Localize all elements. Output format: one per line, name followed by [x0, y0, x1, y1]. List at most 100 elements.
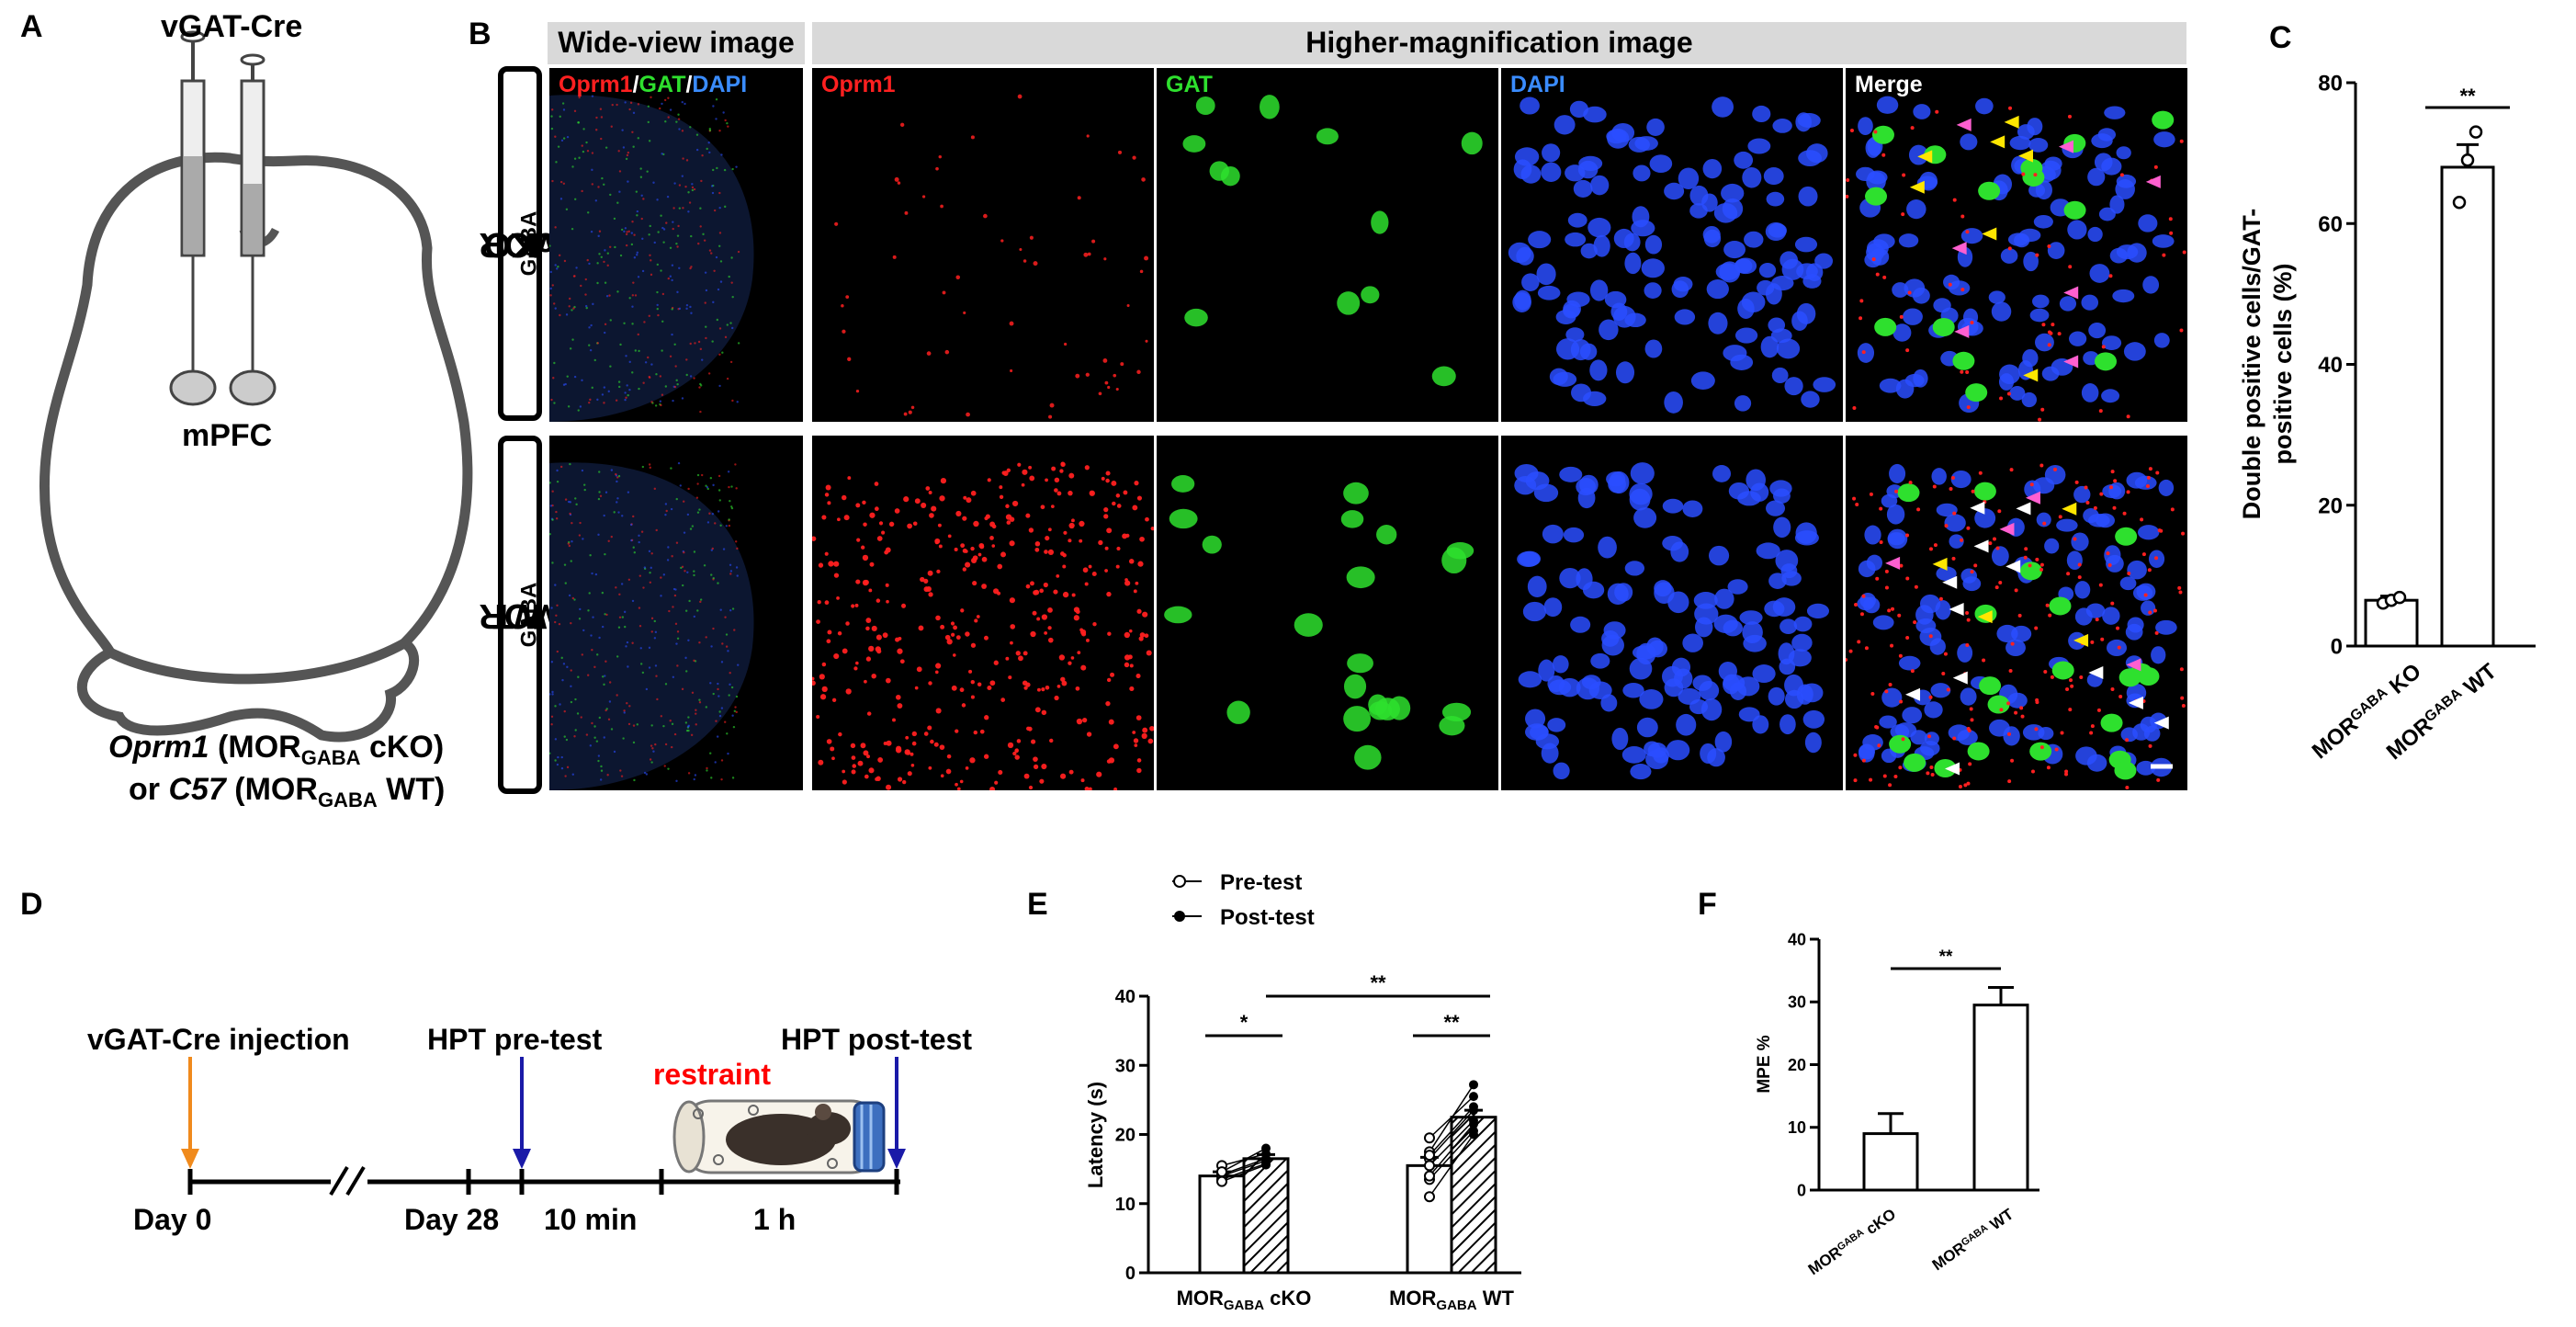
c-data-point	[2469, 125, 2483, 139]
cell-arrowhead	[1905, 687, 1921, 701]
cell-arrowhead	[1954, 324, 1970, 338]
e-post-point	[1469, 1119, 1478, 1129]
e-pair-line	[1221, 1163, 1267, 1181]
header-wide-view: Wide-view image	[548, 22, 805, 64]
micrograph-texture	[1846, 96, 2186, 422]
virus-label: vGAT-Cre	[161, 9, 303, 44]
pre-test-arrow	[513, 1057, 531, 1169]
f-sig-label: **	[1939, 947, 1953, 967]
e-pair-line	[1429, 1119, 1474, 1166]
cell-arrowhead	[1956, 118, 1972, 131]
cell-arrowhead	[1909, 180, 1925, 194]
chart-c: Double positive cells/GAT- positive cell…	[2238, 72, 2536, 765]
micrograph-texture	[1508, 96, 1836, 414]
e-post-point	[1469, 1092, 1478, 1102]
f-bar	[1972, 1004, 2029, 1192]
e-pre-point	[1216, 1166, 1227, 1178]
f-ytick-label: 20	[1788, 1056, 1806, 1074]
e-sig-cko: *	[1240, 1011, 1248, 1034]
e-pair-line	[1221, 1158, 1267, 1175]
cell-arrowhead	[2058, 140, 2073, 153]
injection-arrow	[181, 1057, 199, 1169]
event-injection: vGAT-Cre injection	[87, 1023, 350, 1056]
cell-arrowhead	[2017, 149, 2033, 163]
cell-arrowhead	[2005, 560, 2021, 573]
micrograph-gat-cko: GAT	[1157, 68, 1498, 422]
cell-arrowhead	[1949, 603, 1964, 617]
event-post-test: HPT post-test	[781, 1023, 972, 1056]
c-bar	[2364, 598, 2419, 648]
cell-arrowhead	[2063, 355, 2079, 369]
e-bar-pre	[1198, 1174, 1246, 1275]
e-pair-line	[1429, 1106, 1474, 1156]
cell-arrowhead	[1970, 501, 1985, 515]
dapi-channel-label: DAPI	[1510, 72, 1565, 97]
c-bar	[2440, 165, 2495, 648]
cell-arrowhead	[1952, 671, 1968, 685]
legend-pre-label: Pre-test	[1220, 870, 1302, 895]
micrograph-merge-cko: Merge	[1846, 68, 2187, 422]
micrograph-texture	[1164, 475, 1474, 770]
f-ytick-label: 30	[1788, 993, 1806, 1012]
micrograph-texture	[1846, 463, 2186, 790]
e-pair-line	[1221, 1163, 1267, 1183]
panel-label-f: F	[1698, 887, 1717, 922]
e-pair-line	[1429, 1134, 1474, 1197]
cell-arrowhead	[1973, 539, 1989, 553]
e-post-point	[1469, 1102, 1478, 1112]
c-ytick-label: 20	[2318, 493, 2343, 518]
micrograph-oprm1-cko: Oprm1	[812, 68, 1154, 422]
cell-arrowhead	[1977, 610, 1993, 624]
micrograph-wide-wt	[549, 436, 803, 790]
e-ytick-label: 30	[1115, 1056, 1135, 1076]
e-group-label-cko: MORGABA cKO	[1177, 1287, 1312, 1313]
panel-label-a: A	[20, 9, 43, 44]
e-pair-line	[1429, 1083, 1474, 1152]
chart-e: Pre-test Post-test Latency (s) 0 10 20 30 40…	[1084, 870, 1521, 1313]
syringe-right	[229, 53, 277, 406]
restraint-tube-icon	[672, 1099, 886, 1174]
c-data-point	[2460, 153, 2475, 167]
restraint-label: restraint	[653, 1058, 771, 1091]
f-xlabel-cko: MORGABA cKO	[1805, 1206, 1899, 1279]
c-ytick-label: 0	[2331, 635, 2343, 660]
e-ytick-label: 0	[1125, 1264, 1135, 1284]
e-pre-point	[1424, 1170, 1435, 1182]
panel-a-caption-line1: Oprm1 (MORGABA cKO)	[108, 730, 445, 769]
micrograph-gat-wt	[1157, 436, 1498, 790]
cell-arrowhead	[2145, 175, 2161, 188]
c-ylabel-line1: Double positive cells/GAT-	[2238, 209, 2265, 520]
e-pre-point	[1424, 1132, 1435, 1144]
timeline-break-2	[345, 1165, 366, 1197]
c-ytick-label: 60	[2318, 212, 2343, 237]
e-ytick-label: 20	[1115, 1126, 1135, 1146]
legend-pre-test: Pre-test	[1172, 870, 1302, 895]
legend-post-label: Post-test	[1220, 905, 1315, 930]
panel-label-d: D	[20, 887, 43, 922]
micrograph-merge-wt	[1846, 436, 2187, 790]
timeline: vGAT-Cre injection HPT pre-test HPT post…	[87, 1023, 972, 1236]
e-pre-point	[1424, 1160, 1435, 1172]
tick-label-1h: 1 h	[753, 1203, 796, 1236]
e-pre-point	[1424, 1191, 1435, 1203]
e-ytick-label: 40	[1115, 987, 1135, 1007]
f-ylabel: MPE %	[1755, 1035, 1774, 1093]
cell-arrowhead	[2126, 658, 2141, 672]
e-pair-line	[1429, 1130, 1474, 1180]
e-pair-line	[1221, 1147, 1267, 1173]
micrograph-texture	[549, 95, 754, 422]
c-sig-label: **	[2459, 85, 2476, 108]
f-ytick-label: 40	[1788, 930, 1806, 948]
f-xlabel-wt: MORGABA WT	[1929, 1205, 2017, 1274]
micrograph-texture	[549, 461, 754, 790]
micrograph-texture	[1514, 462, 1829, 780]
micrograph-wide-cko: Oprm1/GAT/DAPI	[549, 68, 803, 422]
e-pre-point	[1216, 1175, 1227, 1187]
e-ytick-label: 10	[1115, 1195, 1135, 1215]
c-data-point	[2452, 196, 2467, 210]
cell-arrowhead	[1885, 556, 1901, 570]
legend-post-test: Post-test	[1172, 905, 1315, 930]
e-bar-post	[1242, 1157, 1290, 1275]
chart-f: MPE % 0 10 20 30 40 ** MORGABA cKO MORGABA W…	[1755, 930, 2039, 1279]
f-ytick-label: 10	[1788, 1118, 1806, 1137]
